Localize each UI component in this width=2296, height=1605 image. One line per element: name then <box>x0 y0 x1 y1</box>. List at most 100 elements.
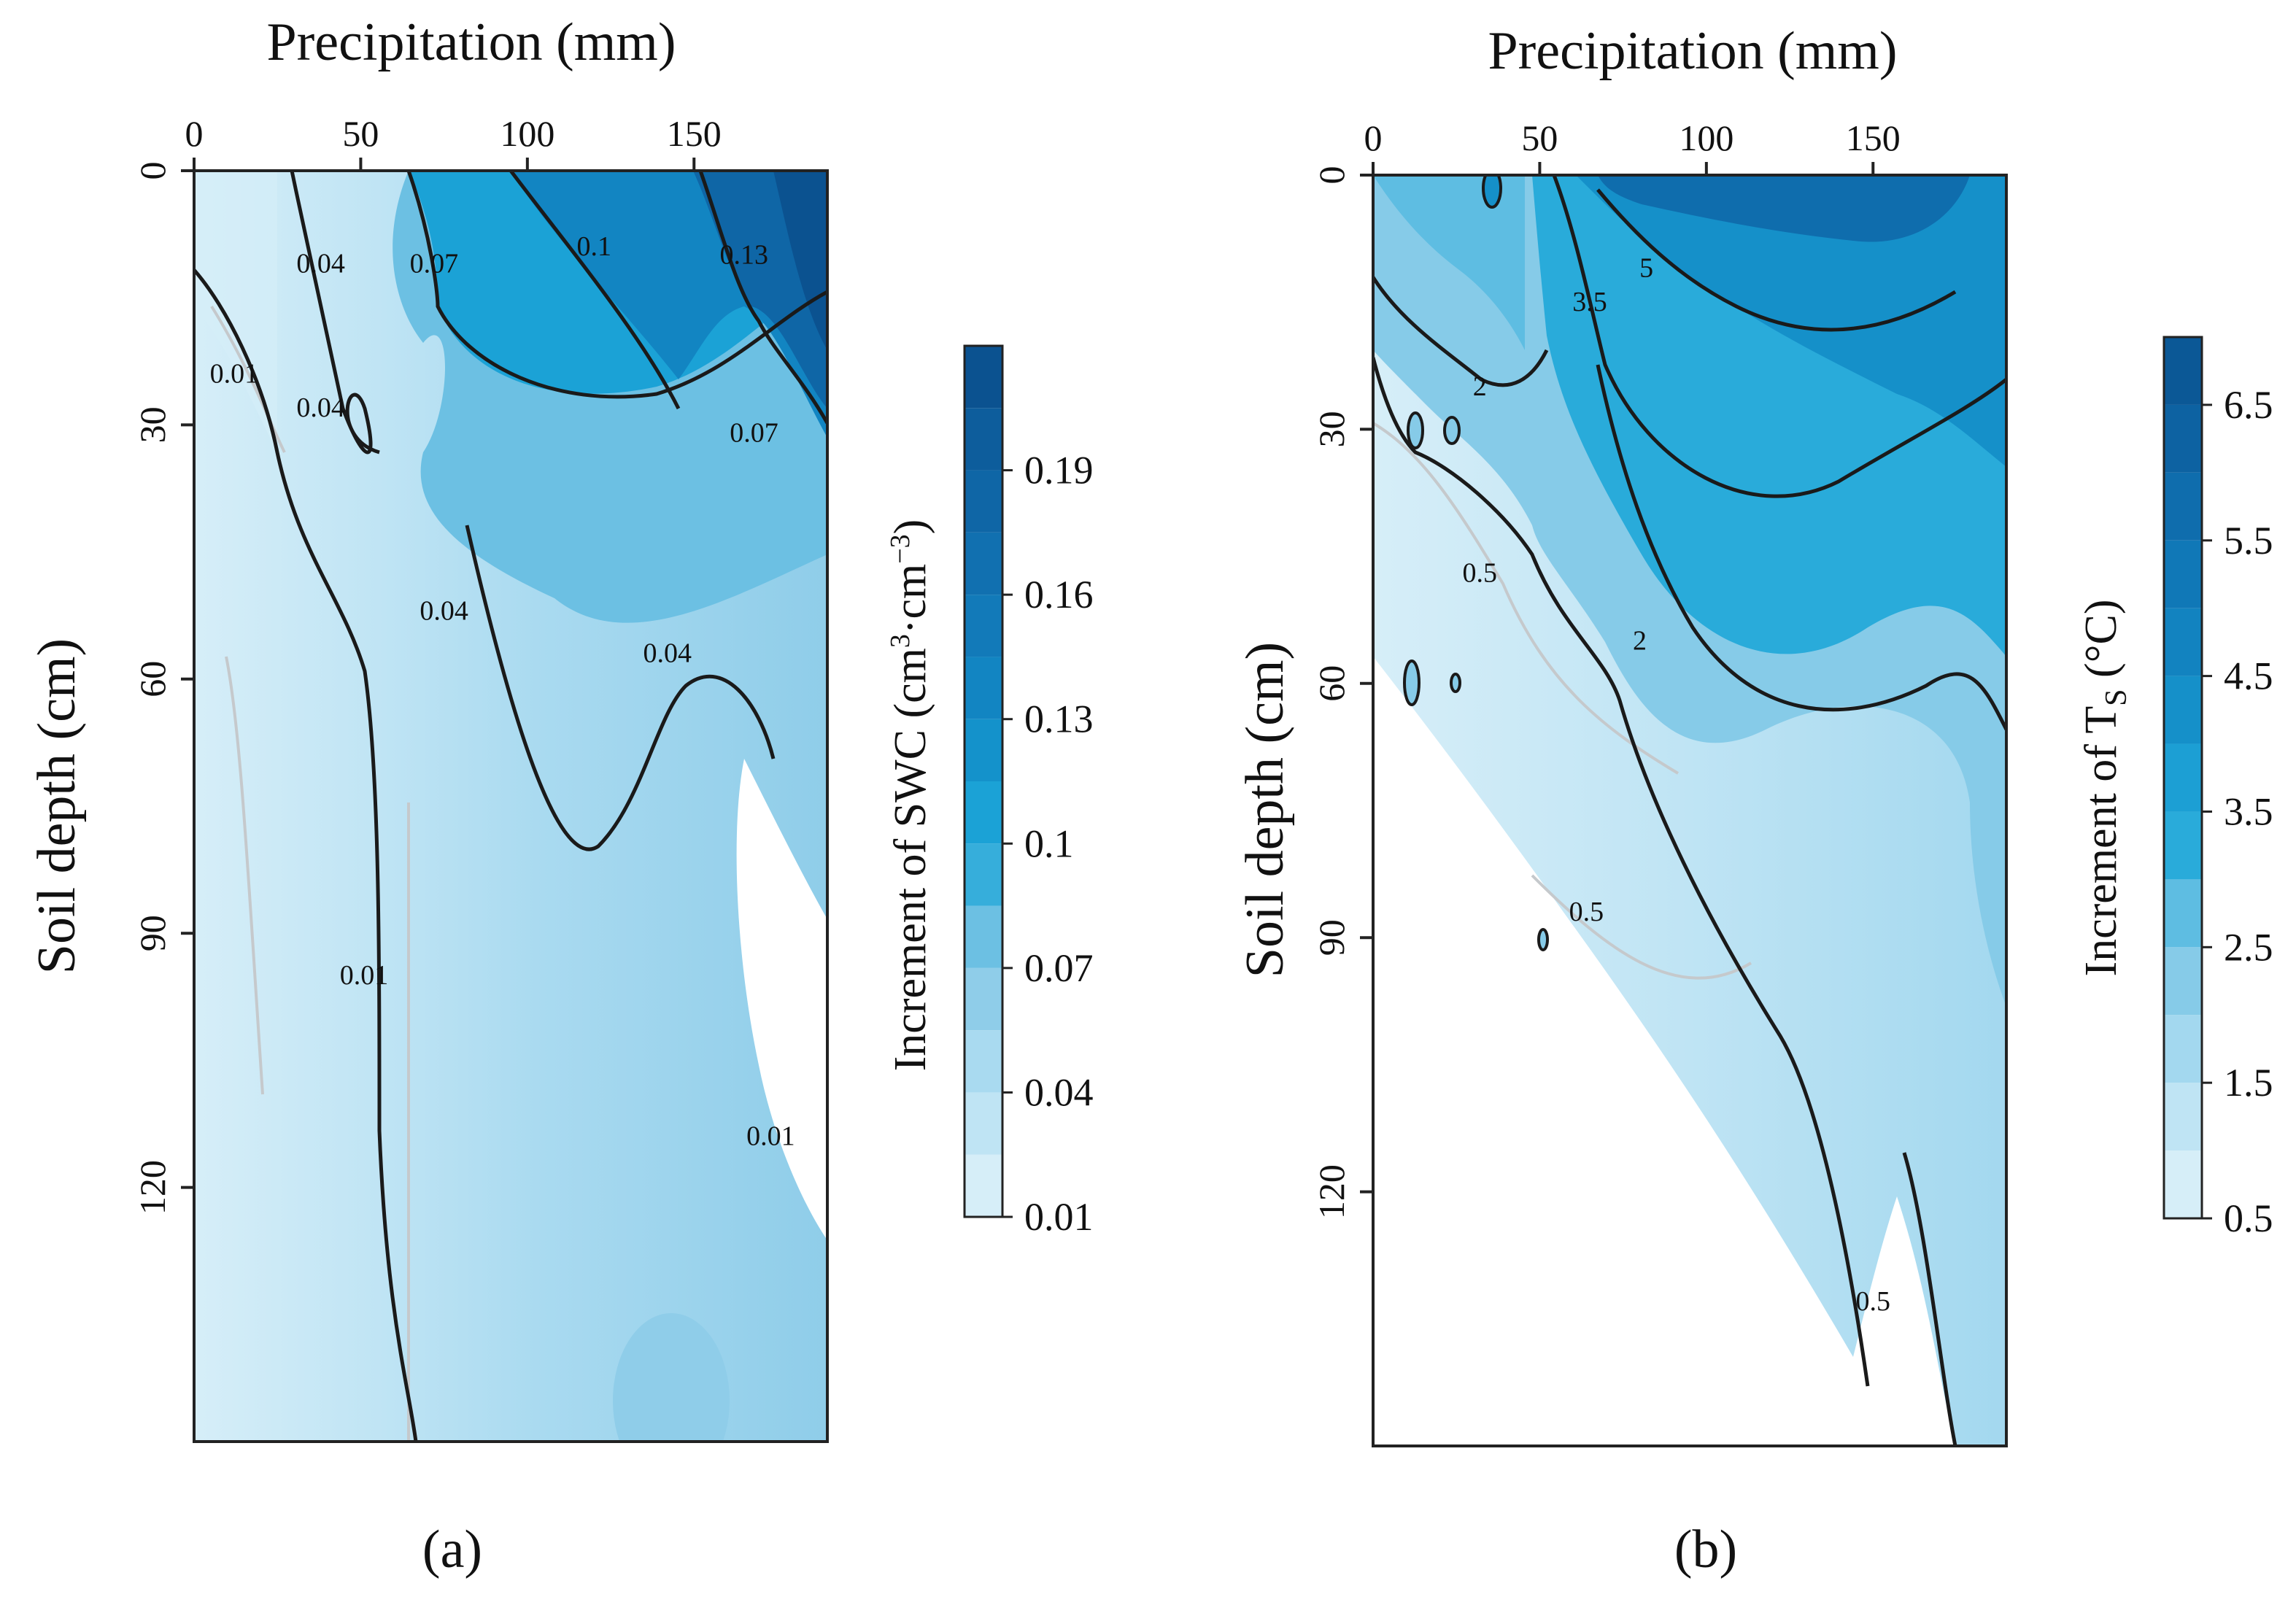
panel-b-zero-region <box>1373 657 1955 1446</box>
panel-a-contour-fill <box>194 171 827 1442</box>
colorbar-segment <box>965 470 1002 533</box>
x-tick-label: 50 <box>342 113 379 154</box>
panel-b-small-island-2 <box>1443 416 1461 445</box>
colorbar-tick-label: 4.5 <box>2224 654 2273 698</box>
panel-b-contour-2 <box>1373 276 2006 731</box>
contour-label: 0.5 <box>1856 1286 1891 1317</box>
panel-b-small-island-3 <box>1403 660 1420 706</box>
contour-label: 0.04 <box>296 248 345 279</box>
panel-a-x-axis-title: Precipitation (mm) <box>266 12 676 72</box>
colorbar-segment <box>2164 1150 2202 1218</box>
panel-b-contour-0.5 <box>1373 357 1957 1446</box>
x-tick-label: 0 <box>185 113 204 154</box>
panel-b-small-island-1 <box>1407 411 1424 449</box>
colorbar-segment <box>965 408 1002 471</box>
colorbar-segment <box>2164 811 2202 880</box>
colorbar-segment <box>965 843 1002 906</box>
panel-a-grey-contours <box>210 305 411 1442</box>
colorbar-segment <box>965 719 1002 781</box>
panel-b: 0 50 100 150 0 30 60 90 120 0.5 2 3.5 5 2 0.5 0.5 Pre… <box>1235 21 2273 1579</box>
x-tick-label: 150 <box>667 113 722 154</box>
colorbar-segment <box>965 346 1002 409</box>
x-tick-label: 50 <box>1521 117 1558 158</box>
contour-label: 0.07 <box>410 248 459 279</box>
panel-a-contour-0.04 <box>290 171 776 851</box>
colorbar-tick-label: 2.5 <box>2224 925 2273 969</box>
colorbar-tick-label: 0.07 <box>1024 946 1094 990</box>
colorbar-segment <box>965 1092 1002 1155</box>
colorbar-tick-label: 0.5 <box>2224 1196 2273 1240</box>
colorbar-segment <box>2164 1015 2202 1083</box>
panel-b-label: (b) <box>1674 1520 1737 1579</box>
panel-a-contour-labels: 0.01 0.04 0.04 0.07 0.1 0.13 0.07 0.04 0.04 0.01 0… <box>210 231 795 1151</box>
contour-label: 2 <box>1473 371 1487 402</box>
panel-a-y-ticks: 0 30 60 90 120 <box>132 162 194 1215</box>
colorbar-segment <box>2164 404 2202 473</box>
colorbar-segment <box>2164 608 2202 676</box>
panel-b-y-axis-title: Soil depth (cm) <box>1235 642 1295 978</box>
colorbar-segment <box>965 532 1002 595</box>
x-tick-label: 100 <box>500 113 554 154</box>
y-tick-label: 0 <box>132 162 173 180</box>
colorbar-segment <box>2164 743 2202 812</box>
contour-label: 0.04 <box>420 596 468 627</box>
colorbar-tick-label: 0.01 <box>1024 1195 1094 1239</box>
panel-a-y-axis-title: Soil depth (cm) <box>27 638 87 974</box>
panel-b-contour-labels: 0.5 2 3.5 5 2 0.5 0.5 <box>1462 252 1890 1317</box>
colorbar-segment <box>965 657 1002 719</box>
colorbar-segment <box>2164 879 2202 948</box>
panel-b-colorbar-ticks: 0.5 1.5 2.5 3.5 4.5 5.5 6.5 <box>2202 383 2273 1240</box>
y-tick-label: 30 <box>1311 411 1352 447</box>
x-tick-label: 100 <box>1679 117 1733 158</box>
colorbar-segment <box>2164 947 2202 1016</box>
panel-a-contour-0.1 <box>509 171 681 410</box>
colorbar-segment <box>965 781 1002 844</box>
y-tick-label: 30 <box>132 406 173 443</box>
colorbar-tick-label: 3.5 <box>2224 789 2273 833</box>
panel-a-contour-0.01 <box>194 268 418 1442</box>
colorbar-segment <box>2164 676 2202 744</box>
contour-label: 0.01 <box>340 960 389 991</box>
x-tick-label: 150 <box>1846 117 1901 158</box>
contour-label: 0.04 <box>296 392 345 423</box>
contour-label: 0.5 <box>1462 557 1497 588</box>
colorbar-frame <box>2162 336 2203 1220</box>
panel-b-contour-3.5 <box>1552 175 2006 498</box>
panel-a-colorbar <box>963 344 1004 1218</box>
x-tick-label: 0 <box>1364 117 1383 158</box>
panel-b-band-upper-left <box>1373 175 1525 350</box>
colorbar-tick-label: 1.5 <box>2224 1061 2273 1105</box>
y-tick-label: 60 <box>132 661 173 697</box>
colorbar-segment <box>965 595 1002 657</box>
panel-a-x-ticks: 0 50 100 150 <box>185 113 722 171</box>
colorbar-tick-label: 0.04 <box>1024 1070 1094 1114</box>
panel-a-bottom-patch <box>613 1313 730 1442</box>
panel-b-colorbar <box>2162 336 2203 1220</box>
panel-b-colorbar-title: Increment of TS (°C) <box>2076 599 2133 976</box>
colorbar-segment <box>965 1154 1002 1217</box>
y-tick-label: 90 <box>132 915 173 951</box>
panel-a-contour-0.13 <box>698 171 827 425</box>
y-tick-label: 90 <box>1311 919 1352 956</box>
colorbar-segment <box>2164 337 2202 405</box>
colorbar-segment <box>2164 540 2202 608</box>
y-tick-label: 120 <box>132 1160 173 1215</box>
colorbar-segment <box>965 1030 1002 1093</box>
colorbar-tick-label: 6.5 <box>2224 383 2273 427</box>
panel-b-grey-contours <box>1373 422 1752 980</box>
panel-b-small-island-4 <box>1450 673 1461 693</box>
y-tick-label: 60 <box>1311 665 1352 702</box>
panel-a-colorbar-title: Increment of SWC (cm3·cm−3) <box>885 519 935 1072</box>
colorbar-tick-label: 0.13 <box>1024 697 1094 741</box>
contour-label: 3.5 <box>1572 287 1607 317</box>
panel-b-small-island-5 <box>1537 928 1549 951</box>
contour-label: 0.04 <box>643 638 692 669</box>
colorbar-tick-label: 0.1 <box>1024 821 1074 865</box>
colorbar-tick-label: 5.5 <box>2224 519 2273 562</box>
panel-a-band-0.19 <box>773 171 827 350</box>
colorbar-segment <box>2164 472 2202 541</box>
panel-b-contour-fill <box>1373 175 2006 1446</box>
panel-b-contour-5 <box>1596 188 1957 332</box>
colorbar-segment <box>965 967 1002 1031</box>
